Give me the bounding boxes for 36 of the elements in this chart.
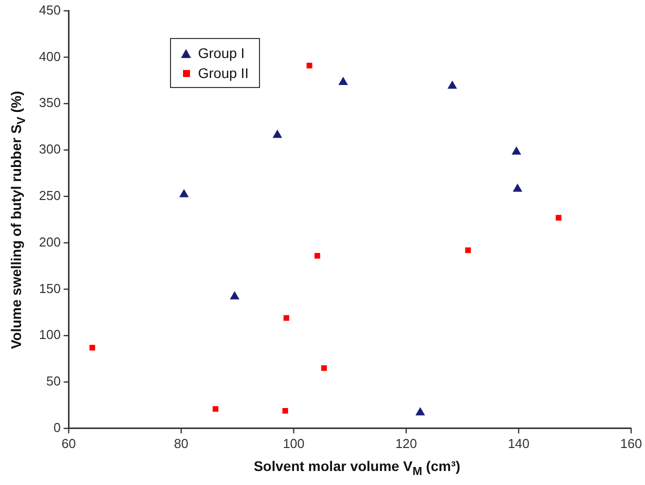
x-tick-label: 140	[508, 436, 530, 451]
y-tick-label: 50	[46, 374, 61, 389]
point	[338, 76, 348, 86]
point	[512, 183, 522, 192]
point	[282, 408, 288, 414]
x-tick-label: 60	[61, 436, 76, 451]
x-tick-label: 160	[620, 436, 642, 451]
x-tick-label: 100	[282, 436, 305, 451]
point	[272, 130, 282, 138]
point	[512, 146, 522, 155]
x-tick-label: 80	[174, 436, 188, 451]
point	[415, 407, 425, 416]
y-tick-label: 300	[38, 142, 61, 157]
point	[448, 80, 458, 89]
y-tick-label: 150	[38, 280, 61, 296]
point	[556, 214, 562, 221]
x-axis-title: Solvent molar volume V$_{M}$ (cm³)	[252, 458, 462, 478]
y-tick-label: 200	[38, 234, 61, 250]
point	[465, 247, 471, 254]
y-tick-label: 0	[53, 420, 61, 435]
y-tick-label: 250	[38, 188, 61, 203]
point	[314, 252, 320, 259]
point	[89, 344, 96, 350]
point	[212, 406, 218, 412]
y-tick-label: 350	[38, 95, 61, 110]
point	[179, 189, 189, 198]
point	[306, 62, 312, 68]
point	[230, 291, 240, 300]
y-tick-label: 100	[38, 327, 61, 342]
legend-label: Group I	[198, 45, 245, 61]
point	[284, 315, 290, 321]
y-tick-label: 400	[38, 48, 61, 64]
point	[321, 365, 327, 371]
y-tick-label: 450	[38, 2, 61, 18]
legend-label: Group II	[198, 65, 249, 81]
x-tick-label: 120	[395, 436, 418, 451]
